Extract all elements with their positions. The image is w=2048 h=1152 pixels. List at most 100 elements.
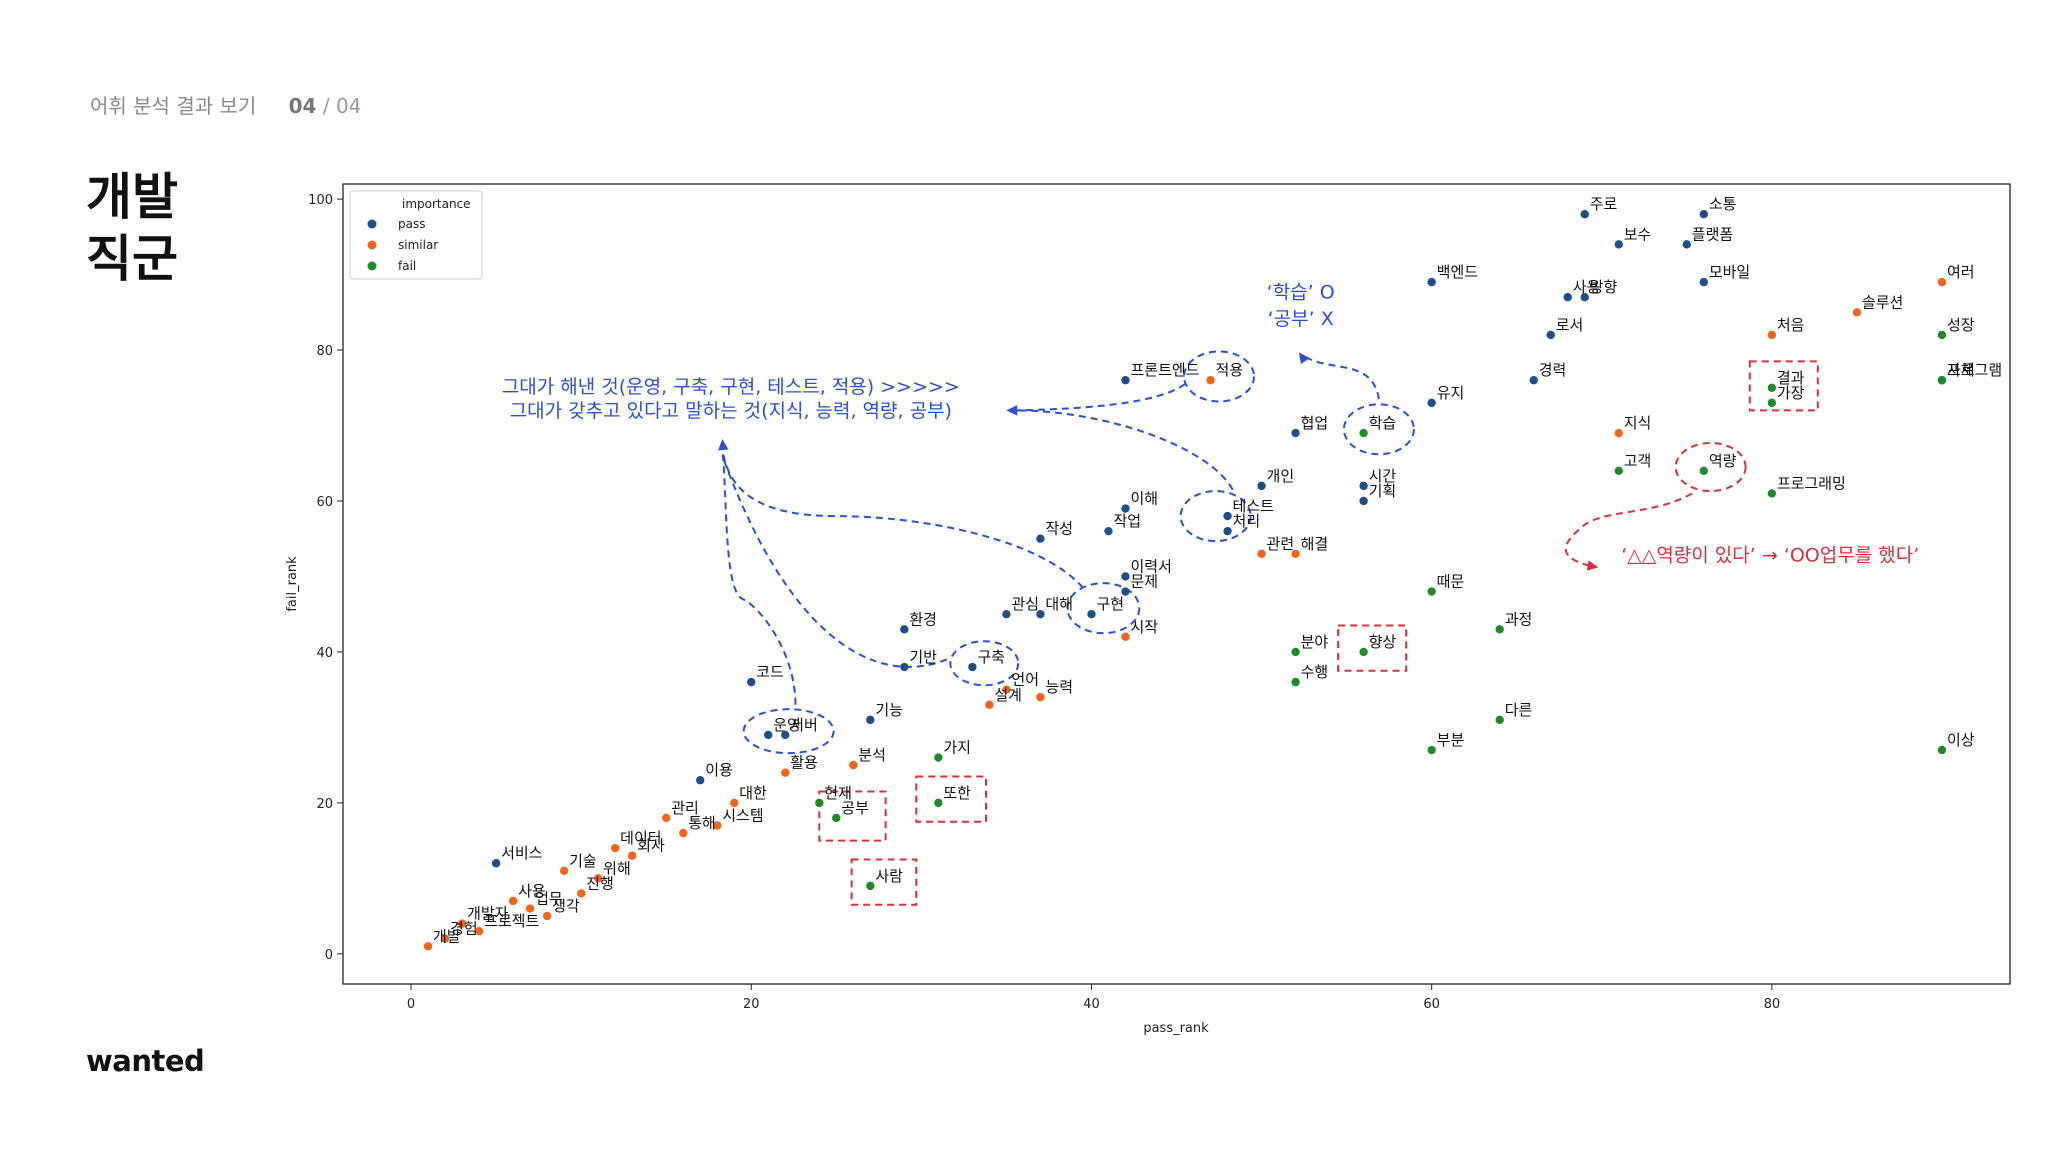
point-pass xyxy=(1121,572,1130,581)
point-label: 프론트엔드 xyxy=(1130,361,1199,379)
point-pass xyxy=(1427,398,1436,408)
arrow-head-left xyxy=(1006,405,1018,416)
point-fail xyxy=(1291,677,1300,687)
point-fail xyxy=(832,813,841,823)
point-label: 활용 xyxy=(790,754,818,772)
annotation-text: ‘학습’ O xyxy=(1267,282,1335,304)
point-label: 주로 xyxy=(1590,195,1618,213)
legend-label-pass: pass xyxy=(398,217,425,231)
point-label: 개발 xyxy=(433,927,461,945)
point-label: 향상 xyxy=(1369,633,1397,651)
brand-logo: wanted xyxy=(86,1044,205,1078)
page-separator: / xyxy=(322,94,330,118)
point-label: 설계 xyxy=(994,686,1022,704)
x-tick-label: 80 xyxy=(1764,997,1781,1012)
circle-implement xyxy=(1066,582,1141,635)
point-label: 과정 xyxy=(1505,610,1533,628)
page-indicator: 04 / 04 xyxy=(289,94,362,118)
point-fail xyxy=(1937,745,1947,755)
point-similar xyxy=(525,904,535,913)
point-label: 사용 xyxy=(518,882,546,900)
point-label: 시작 xyxy=(1130,618,1158,636)
point-pass xyxy=(1699,209,1709,219)
point-fail xyxy=(1767,489,1777,498)
x-axis-label: pass_rank xyxy=(1143,1021,1209,1036)
point-similar xyxy=(661,813,671,823)
point-similar xyxy=(576,889,586,898)
point-label: 수행 xyxy=(1301,663,1329,681)
point-pass xyxy=(1682,240,1692,249)
point-similar xyxy=(1206,376,1215,385)
point-pass xyxy=(900,662,909,672)
point-fail xyxy=(1767,383,1777,392)
point-pass xyxy=(1002,609,1011,619)
point-pass xyxy=(1121,504,1130,513)
point-fail xyxy=(1614,466,1623,475)
point-label: 해결 xyxy=(1301,535,1329,553)
box-also xyxy=(915,775,987,823)
point-label: 구현 xyxy=(1096,595,1124,613)
point-label: 협업 xyxy=(1301,414,1329,432)
point-similar xyxy=(1257,549,1266,559)
point-label: 테스트 xyxy=(1233,497,1275,515)
point-similar xyxy=(713,821,722,830)
x-tick-label: 0 xyxy=(407,997,415,1012)
y-tick-label: 0 xyxy=(325,948,333,963)
point-pass xyxy=(1614,240,1623,249)
arrow-path-apply xyxy=(1014,383,1186,412)
section-title: 어휘 분석 결과 보기 xyxy=(90,94,257,118)
point-pass xyxy=(1699,277,1709,287)
legend-box xyxy=(349,190,483,280)
page-current: 04 xyxy=(288,94,317,118)
point-fail xyxy=(1767,398,1777,408)
point-label: 시간 xyxy=(1369,467,1397,485)
point-similar xyxy=(985,700,994,709)
point-label: 사용 xyxy=(1573,278,1601,296)
point-label: 처리 xyxy=(1233,512,1261,530)
point-label: 이해 xyxy=(1130,490,1158,508)
point-fail xyxy=(1427,587,1436,596)
point-pass xyxy=(1087,609,1096,619)
point-similar xyxy=(781,768,790,777)
point-fail xyxy=(1359,428,1368,438)
point-label: 기획 xyxy=(1369,482,1397,500)
point-label: 분야 xyxy=(1301,633,1329,651)
point-similar xyxy=(542,911,552,921)
annotation-texts: 그대가 해낸 것(운영, 구축, 구현, 테스트, 적용) >>>>>그대가 갖… xyxy=(502,282,1919,567)
point-label: 보수 xyxy=(1624,225,1652,243)
point-label: 대한 xyxy=(739,784,767,802)
point-pass xyxy=(747,677,756,687)
point-pass xyxy=(1291,428,1300,438)
point-similar xyxy=(559,866,569,875)
legend-marker-fail xyxy=(367,261,377,271)
arrow-path-test xyxy=(1014,409,1234,491)
point-pass xyxy=(1104,526,1113,536)
axis-ticks: 0 20 40 60 80 0 20 40 60 80 100 xyxy=(308,193,1780,1012)
point-label: 다른 xyxy=(1505,701,1533,719)
y-axis-label: fail_rank xyxy=(285,556,300,612)
point-pass xyxy=(1121,587,1130,596)
point-pass xyxy=(1580,209,1589,219)
point-label: 코드 xyxy=(756,663,784,681)
legend-label-fail: fail xyxy=(398,259,416,273)
legend-title: importance xyxy=(402,197,471,211)
point-label: 구축 xyxy=(977,648,1005,666)
legend-label-similar: similar xyxy=(398,238,438,252)
point-label: 환경 xyxy=(909,610,937,628)
point-label: 처음 xyxy=(1777,316,1805,334)
point-similar xyxy=(1002,685,1011,694)
point-fail xyxy=(1937,376,1947,385)
point-label: 작성 xyxy=(1045,520,1073,538)
y-tick-label: 60 xyxy=(316,495,333,510)
point-similar xyxy=(627,851,637,860)
point-label: 기능 xyxy=(875,701,903,719)
point-similar xyxy=(457,919,467,928)
arrow-head-learning xyxy=(1298,352,1310,365)
point-pass xyxy=(1223,526,1232,536)
point-fail xyxy=(1937,330,1947,340)
point-label: 기술 xyxy=(569,852,597,870)
point-label: 작업 xyxy=(1113,512,1141,530)
point-label: 역량 xyxy=(1709,452,1737,470)
point-label: 이력서 xyxy=(1130,557,1171,575)
point-label: 서버 xyxy=(790,716,818,734)
